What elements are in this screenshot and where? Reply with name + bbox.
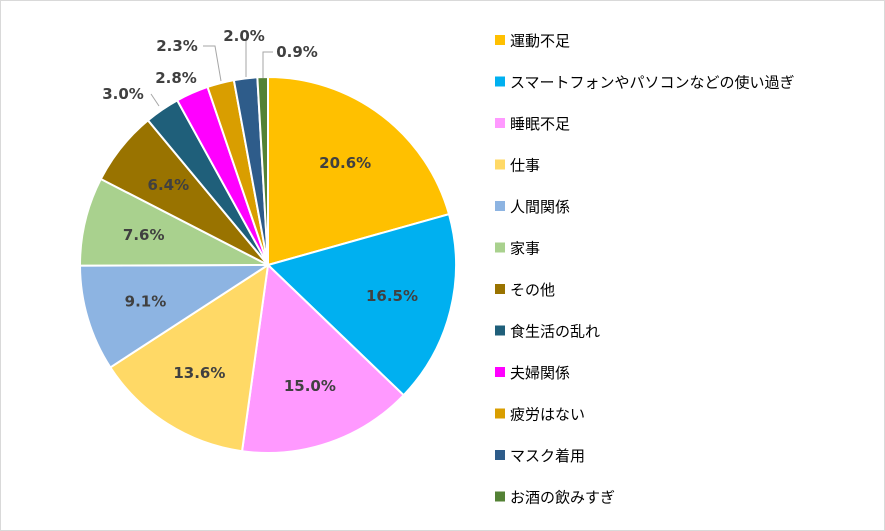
legend-label-9: 夫婦関係 [510, 364, 570, 382]
data-label-11: 2.0% [223, 27, 265, 45]
leader-line-12 [262, 51, 273, 78]
data-labels: 20.6% 16.5% 15.0% 13.6% 9.1% 7.6% 6.4% 3.0% 2.8%… [102, 27, 418, 395]
leader-lines [150, 39, 273, 107]
legend-label-4: 仕事 [510, 157, 540, 175]
legend: 運動不足スマートフォンやパソコンなどの使い過ぎ睡眠不足仕事人間関係家事その他食生… [495, 32, 795, 507]
data-label-12: 0.9% [276, 43, 318, 61]
legend-label-5: 人間関係 [510, 198, 570, 216]
legend-label-3: 睡眠不足 [510, 115, 570, 133]
data-label-2: 16.5% [366, 287, 418, 305]
data-label-10: 2.3% [156, 37, 198, 55]
legend-swatch-10 [495, 408, 505, 419]
leader-line-10 [203, 45, 222, 82]
legend-swatch-5 [495, 201, 505, 211]
data-label-6: 7.6% [123, 226, 165, 244]
legend-swatch-6 [495, 242, 505, 253]
legend-swatch-2 [495, 76, 505, 87]
legend-swatch-9 [495, 367, 505, 377]
legend-swatch-7 [495, 284, 505, 294]
data-label-5: 9.1% [125, 293, 167, 311]
legend-label-11: マスク着用 [510, 447, 585, 465]
pie-slices [78, 75, 457, 454]
legend-label-10: 疲労はない [510, 406, 585, 424]
data-label-1: 20.6% [319, 154, 371, 172]
legend-label-8: 食生活の乱れ [510, 323, 600, 341]
pie-slice-2 [266, 212, 457, 397]
legend-swatch-11 [495, 450, 505, 460]
legend-label-1: 運動不足 [510, 32, 570, 50]
legend-swatch-8 [495, 325, 505, 336]
legend-label-6: 家事 [510, 240, 540, 258]
legend-swatch-4 [495, 159, 505, 170]
data-label-3: 15.0% [284, 377, 336, 395]
legend-label-12: お酒の飲みすぎ [510, 489, 615, 507]
data-label-8: 3.0% [102, 85, 144, 103]
pie-slice-4 [108, 262, 270, 453]
data-label-7: 6.4% [148, 176, 190, 194]
pie-slice-3 [240, 262, 406, 454]
legend-label-2: スマートフォンやパソコンなどの使い過ぎ [510, 74, 795, 92]
pie-slice-5 [78, 263, 272, 369]
pie-slice-1 [267, 75, 451, 267]
legend-swatch-12 [495, 491, 505, 502]
leader-line-8 [150, 93, 160, 107]
legend-label-7: その他 [510, 281, 555, 299]
legend-swatch-1 [495, 35, 505, 45]
data-label-4: 13.6% [173, 364, 225, 382]
legend-swatch-3 [495, 118, 505, 128]
data-label-9: 2.8% [155, 69, 197, 87]
